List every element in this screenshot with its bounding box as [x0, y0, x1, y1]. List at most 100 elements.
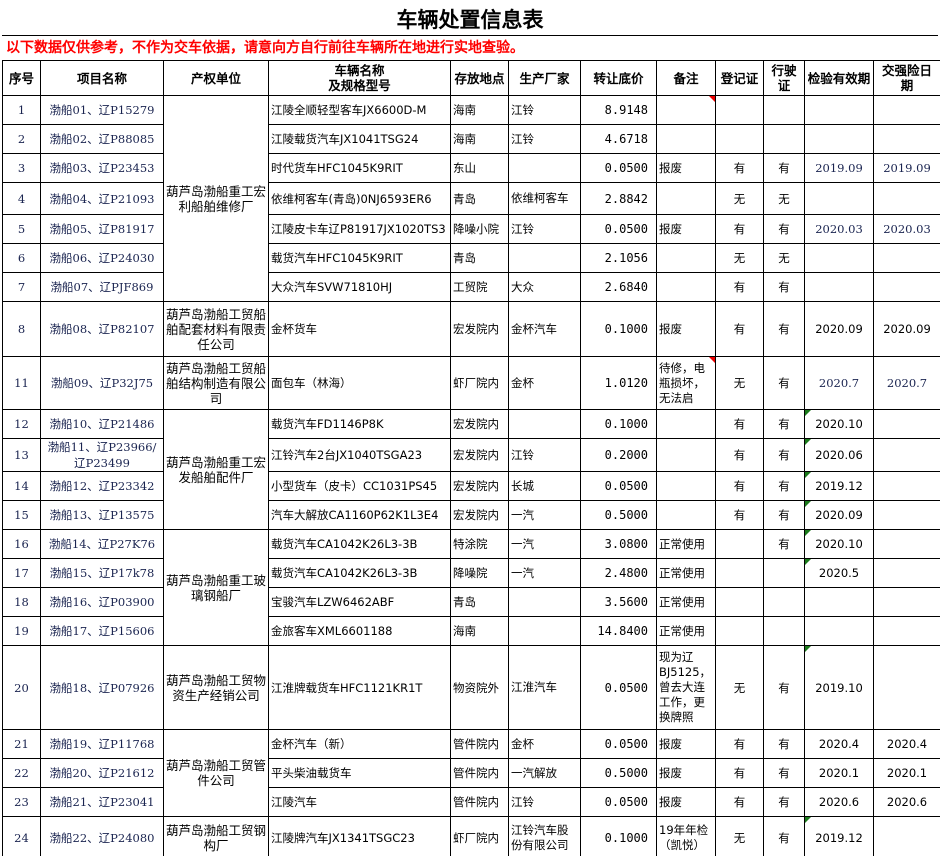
- cell-license[interactable]: 有: [763, 500, 805, 530]
- header-vehicle[interactable]: 车辆名称 及规格型号: [268, 60, 451, 96]
- cell-insurance[interactable]: [873, 272, 940, 302]
- cell-insurance[interactable]: [873, 558, 940, 588]
- cell-no[interactable]: 13: [2, 438, 41, 472]
- cell-price[interactable]: 0.1000: [580, 816, 657, 856]
- cell-project[interactable]: 渤船03、辽P23453: [40, 153, 164, 183]
- cell-inspection[interactable]: 2020.06: [804, 438, 874, 472]
- cell-owner[interactable]: 葫芦岛渤船工贸钢构厂: [163, 816, 269, 856]
- cell-location[interactable]: 青岛: [450, 182, 509, 215]
- cell-location[interactable]: 东山: [450, 153, 509, 183]
- cell-inspection[interactable]: 2019.10: [804, 645, 874, 730]
- cell-registration[interactable]: [715, 529, 764, 559]
- cell-registration[interactable]: 无: [715, 816, 764, 856]
- cell-location[interactable]: 管件院内: [450, 729, 509, 759]
- cell-maker[interactable]: 江铃: [508, 787, 581, 817]
- cell-registration[interactable]: 有: [715, 272, 764, 302]
- cell-vehicle[interactable]: 江陵汽车: [268, 787, 451, 817]
- cell-license[interactable]: 有: [763, 758, 805, 788]
- cell-inspection[interactable]: [804, 243, 874, 273]
- cell-inspection[interactable]: 2020.09: [804, 301, 874, 357]
- cell-project[interactable]: 渤船18、辽P07926: [40, 645, 164, 730]
- cell-project[interactable]: 渤船01、辽P15279: [40, 95, 164, 125]
- table-row[interactable]: 5 渤船05、辽P81917 江陵皮卡车辽P81917JX1020TS3 降噪小院 江铃…: [2, 214, 940, 244]
- cell-inspection[interactable]: 2020.10: [804, 409, 874, 439]
- cell-license[interactable]: 有: [763, 301, 805, 357]
- cell-price[interactable]: 2.1056: [580, 243, 657, 273]
- cell-inspection[interactable]: 2020.10: [804, 529, 874, 559]
- cell-maker[interactable]: [508, 587, 581, 617]
- cell-insurance[interactable]: [873, 471, 940, 501]
- cell-registration[interactable]: 有: [715, 500, 764, 530]
- table-row[interactable]: 3 渤船03、辽P23453 时代货车HFC1045K9RIT 东山 0.0500 报废 有…: [2, 153, 940, 183]
- cell-inspection[interactable]: [804, 124, 874, 154]
- table-row[interactable]: 21 渤船19、辽P11768 葫芦岛渤船工贸管件公司 金杯汽车（新） 管件院内 金杯 0.…: [2, 729, 940, 817]
- header-owner[interactable]: 产权单位: [163, 60, 269, 96]
- error-indicator-icon[interactable]: [805, 472, 811, 478]
- cell-license[interactable]: 有: [763, 153, 805, 183]
- cell-insurance[interactable]: [873, 95, 940, 125]
- cell-note[interactable]: [656, 243, 716, 273]
- cell-inspection[interactable]: [804, 616, 874, 646]
- table-row[interactable]: 15 渤船13、辽P13575 汽车大解放CA1160P62K1L3E4 宏发院内 一汽…: [2, 500, 940, 530]
- error-indicator-icon[interactable]: [805, 817, 811, 823]
- cell-note[interactable]: [656, 500, 716, 530]
- comment-indicator-icon[interactable]: [709, 96, 715, 102]
- cell-insurance[interactable]: [873, 243, 940, 273]
- cell-insurance[interactable]: [873, 500, 940, 530]
- cell-note[interactable]: 正常使用: [656, 587, 716, 617]
- cell-registration[interactable]: 有: [715, 729, 764, 759]
- cell-vehicle[interactable]: 江铃汽车2台JX1040TSGA23: [268, 438, 451, 472]
- cell-no[interactable]: 4: [2, 182, 41, 215]
- cell-registration[interactable]: 有: [715, 758, 764, 788]
- cell-registration[interactable]: [715, 616, 764, 646]
- cell-price[interactable]: 0.0500: [580, 787, 657, 817]
- cell-vehicle[interactable]: 金旅客车XML6601188: [268, 616, 451, 646]
- table-row[interactable]: 6 渤船06、辽P24030 载货汽车HFC1045K9RIT 青岛 2.1056 无 无: [2, 243, 940, 273]
- cell-location[interactable]: 宏发院内: [450, 438, 509, 472]
- cell-no[interactable]: 23: [2, 787, 41, 817]
- cell-inspection[interactable]: [804, 272, 874, 302]
- cell-vehicle[interactable]: 载货汽车HFC1045K9RIT: [268, 243, 451, 273]
- cell-owner[interactable]: 葫芦岛渤船工贸船舶配套材料有限责任公司: [163, 301, 269, 357]
- cell-vehicle[interactable]: 依维柯客车(青岛)0NJ6593ER6: [268, 182, 451, 215]
- cell-insurance[interactable]: [873, 529, 940, 559]
- cell-registration[interactable]: [715, 124, 764, 154]
- cell-price[interactable]: 0.2000: [580, 438, 657, 472]
- cell-inspection[interactable]: 2020.03: [804, 214, 874, 244]
- cell-vehicle[interactable]: 载货汽车CA1042K26L3-3B: [268, 558, 451, 588]
- cell-registration[interactable]: 无: [715, 182, 764, 215]
- cell-note[interactable]: 报废: [656, 729, 716, 759]
- cell-owner[interactable]: 葫芦岛渤船工贸管件公司: [163, 729, 269, 817]
- cell-license[interactable]: [763, 124, 805, 154]
- header-reg[interactable]: 登记证: [715, 60, 764, 96]
- cell-no[interactable]: 7: [2, 272, 41, 302]
- table-row[interactable]: 4 渤船04、辽P21093 依维柯客车(青岛)0NJ6593ER6 青岛 依维柯客车 2…: [2, 182, 940, 215]
- cell-note[interactable]: 待修，电瓶损坏，无法启: [656, 356, 716, 410]
- cell-location[interactable]: 青岛: [450, 587, 509, 617]
- cell-inspection[interactable]: [804, 182, 874, 215]
- cell-insurance[interactable]: [873, 816, 940, 856]
- cell-price[interactable]: 0.5000: [580, 500, 657, 530]
- table-row[interactable]: 14 渤船12、辽P23342 小型货车（皮卡）CC1031PS45 宏发院内 长城 0.…: [2, 471, 940, 501]
- cell-license[interactable]: [763, 587, 805, 617]
- cell-license[interactable]: 有: [763, 645, 805, 730]
- cell-insurance[interactable]: 2020.1: [873, 758, 940, 788]
- cell-no[interactable]: 3: [2, 153, 41, 183]
- cell-maker[interactable]: 一汽解放: [508, 758, 581, 788]
- table-row[interactable]: 2 渤船02、辽P88085 江陵载货汽车JX1041TSG24 海南 江铃 4.6718: [2, 124, 940, 154]
- table-row[interactable]: 23 渤船21、辽P23041 江陵汽车 管件院内 江铃 0.0500 报废 有 有 2020.6…: [2, 787, 940, 817]
- cell-note[interactable]: 报废: [656, 153, 716, 183]
- cell-insurance[interactable]: 2019.09: [873, 153, 940, 183]
- cell-price[interactable]: 0.0500: [580, 214, 657, 244]
- cell-no[interactable]: 17: [2, 558, 41, 588]
- cell-maker[interactable]: 长城: [508, 471, 581, 501]
- header-project[interactable]: 项目名称: [40, 60, 164, 96]
- cell-maker[interactable]: 一汽: [508, 529, 581, 559]
- cell-price[interactable]: 8.9148: [580, 95, 657, 125]
- cell-project[interactable]: 渤船13、辽P13575: [40, 500, 164, 530]
- cell-price[interactable]: 0.1000: [580, 301, 657, 357]
- cell-license[interactable]: [763, 616, 805, 646]
- error-indicator-icon[interactable]: [805, 646, 811, 652]
- cell-license[interactable]: [763, 558, 805, 588]
- cell-price[interactable]: 2.8842: [580, 182, 657, 215]
